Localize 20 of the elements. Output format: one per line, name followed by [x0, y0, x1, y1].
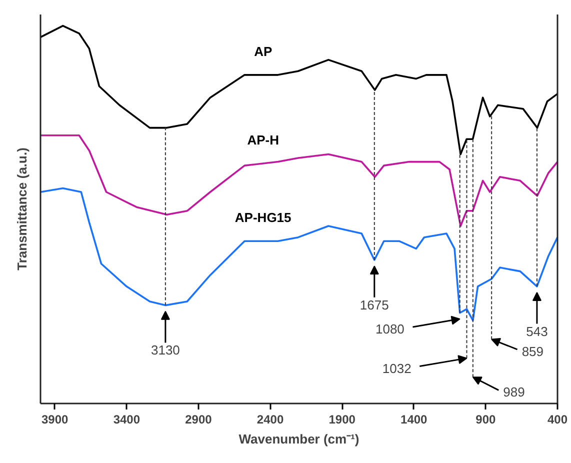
x-tick-label: 3900 [42, 412, 69, 426]
x-tick-label: 2900 [185, 412, 212, 426]
x-tick-label: 3400 [113, 412, 140, 426]
x-tick-label: 1900 [328, 412, 356, 426]
annotation: 3130 [150, 342, 180, 358]
x-tick-label: 400 [547, 412, 568, 426]
x-tick-label: 1400 [400, 412, 428, 426]
annotation: 1032 [382, 360, 412, 376]
annotation: 1675 [360, 297, 389, 312]
series-label: AP [254, 44, 272, 59]
y-axis-title: Transmittance (a.u.) [14, 148, 30, 270]
annotation: 1080 [375, 322, 404, 337]
annotation: 859 [522, 344, 544, 359]
annotation: 989 [503, 384, 525, 400]
x-tick-label: 2400 [256, 412, 284, 426]
annotation: 543 [526, 324, 548, 339]
x-axis-title: Wavenumber (cm⁻¹) [238, 432, 360, 446]
series-label: AP-H [247, 132, 279, 148]
x-tick-label: 900 [476, 412, 496, 426]
series-label: AP-HG15 [234, 210, 292, 226]
